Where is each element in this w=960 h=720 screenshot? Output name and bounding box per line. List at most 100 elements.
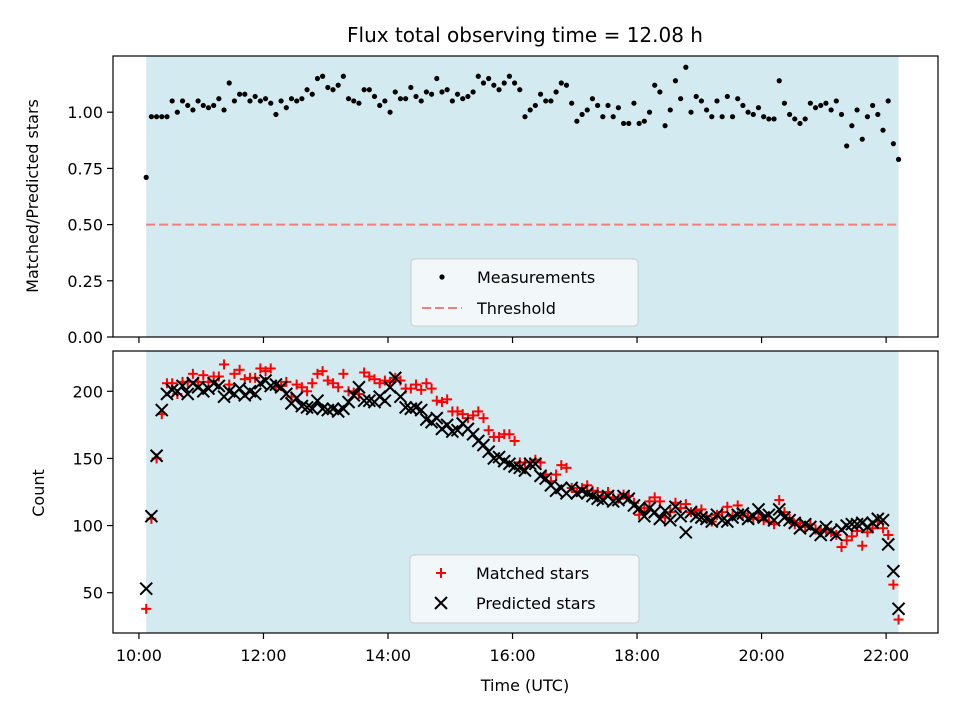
matched-star-point	[478, 413, 489, 424]
predicted-star-point	[352, 380, 366, 394]
measurement-point	[657, 89, 663, 95]
measurement-point	[833, 98, 839, 104]
predicted-star-point	[637, 509, 652, 523]
top-axes-frame	[112, 55, 939, 338]
measurement-point	[335, 82, 341, 88]
matched-stars-legend-marker	[436, 568, 446, 578]
matched-star-point	[317, 366, 328, 377]
measurement-point	[434, 75, 440, 82]
measurement-point	[818, 102, 824, 109]
matched-star-point	[846, 531, 857, 542]
measurement-point	[636, 120, 642, 127]
measurement-point	[610, 114, 616, 120]
measurement-point	[646, 109, 653, 115]
predicted-star-point	[476, 438, 491, 452]
predicted-star-point	[398, 400, 413, 415]
measurement-point	[231, 98, 238, 104]
measurement-point	[875, 111, 881, 118]
measurement-point	[797, 120, 803, 127]
x-tick-label: 20:00	[739, 646, 785, 665]
predicted-star-point	[175, 379, 190, 393]
matched-star-point	[452, 406, 463, 417]
measurement-point	[548, 98, 554, 104]
measurement-point	[501, 80, 507, 86]
measurement-point	[211, 102, 217, 109]
measurement-point	[361, 87, 367, 93]
measurement-point	[595, 102, 601, 109]
y-tick-label: 100	[72, 517, 103, 536]
measurement-point	[652, 82, 658, 88]
measurement-point	[605, 102, 611, 109]
predicted-star-point	[772, 502, 786, 517]
measurement-point	[563, 82, 570, 88]
predicted-star-point	[632, 501, 646, 515]
matched-star-point	[649, 492, 660, 503]
measurement-point	[844, 143, 850, 149]
measurement-point	[470, 89, 476, 95]
measurement-point	[366, 87, 372, 93]
y-tick-label: 0.25	[67, 272, 103, 291]
matched-star-point	[322, 375, 333, 386]
measurement-point	[714, 98, 720, 104]
measurement-point	[449, 98, 455, 104]
measurement-point	[496, 87, 502, 93]
measurement-point	[283, 105, 289, 111]
measurement-point	[724, 93, 730, 100]
measurement-point	[413, 93, 419, 100]
measurement-point	[672, 78, 679, 84]
measurement-point	[781, 100, 788, 106]
measurement-point	[667, 107, 673, 113]
predicted-star-point	[673, 509, 688, 523]
measurement-point	[527, 107, 533, 113]
predicted-stars-legend-label: Predicted stars	[476, 594, 596, 613]
measurement-point	[895, 156, 902, 163]
measurement-point	[190, 107, 196, 113]
measurement-point	[880, 127, 886, 133]
measurement-point	[766, 116, 772, 122]
measurement-point	[750, 111, 756, 118]
predicted-star-point	[751, 502, 766, 517]
measurement-point	[247, 98, 253, 104]
matched-star-point	[260, 366, 271, 377]
y-tick-label: 150	[72, 449, 103, 468]
x-tick-label: 14:00	[365, 646, 411, 665]
x-axis-label: Time (UTC)	[480, 676, 569, 695]
measurement-point	[828, 107, 834, 113]
predicted-stars-points	[139, 371, 906, 616]
measurement-point	[480, 80, 487, 86]
bottom-legend: Matched stars Predicted stars	[409, 554, 640, 624]
predicted-star-point	[886, 564, 901, 578]
predicted-star-point	[279, 387, 294, 401]
measurement-point	[662, 123, 668, 129]
matched-star-point	[774, 495, 785, 506]
predicted-star-point	[466, 427, 480, 441]
measurement-point	[325, 84, 331, 91]
measurement-point	[854, 107, 860, 113]
matched-star-point	[411, 379, 422, 390]
measurement-point	[584, 107, 590, 113]
matched-star-point	[405, 383, 416, 394]
measurement-point	[864, 114, 871, 120]
measurement-point	[761, 114, 767, 120]
matched-star-point	[457, 409, 468, 420]
top-y-axis-label: Matched/Predicted stars	[23, 99, 42, 293]
predicted-star-point	[445, 424, 460, 439]
measurement-point	[340, 73, 346, 79]
measurement-point	[205, 105, 212, 111]
measurement-point	[216, 96, 222, 102]
measurement-point	[735, 96, 741, 102]
matched-star-point	[431, 395, 442, 406]
measurement-point	[532, 102, 538, 109]
measurement-point	[683, 64, 689, 70]
matched-star-point	[556, 460, 567, 471]
measurement-point	[512, 80, 518, 86]
measurement-point	[849, 123, 855, 129]
predicted-star-point	[518, 463, 532, 478]
x-tick-label: 16:00	[489, 646, 535, 665]
measurement-point	[688, 109, 694, 115]
predicted-star-point	[248, 387, 262, 401]
measurement-point	[870, 102, 876, 109]
measurement-point	[304, 87, 310, 93]
top-x-ticks	[138, 337, 887, 343]
